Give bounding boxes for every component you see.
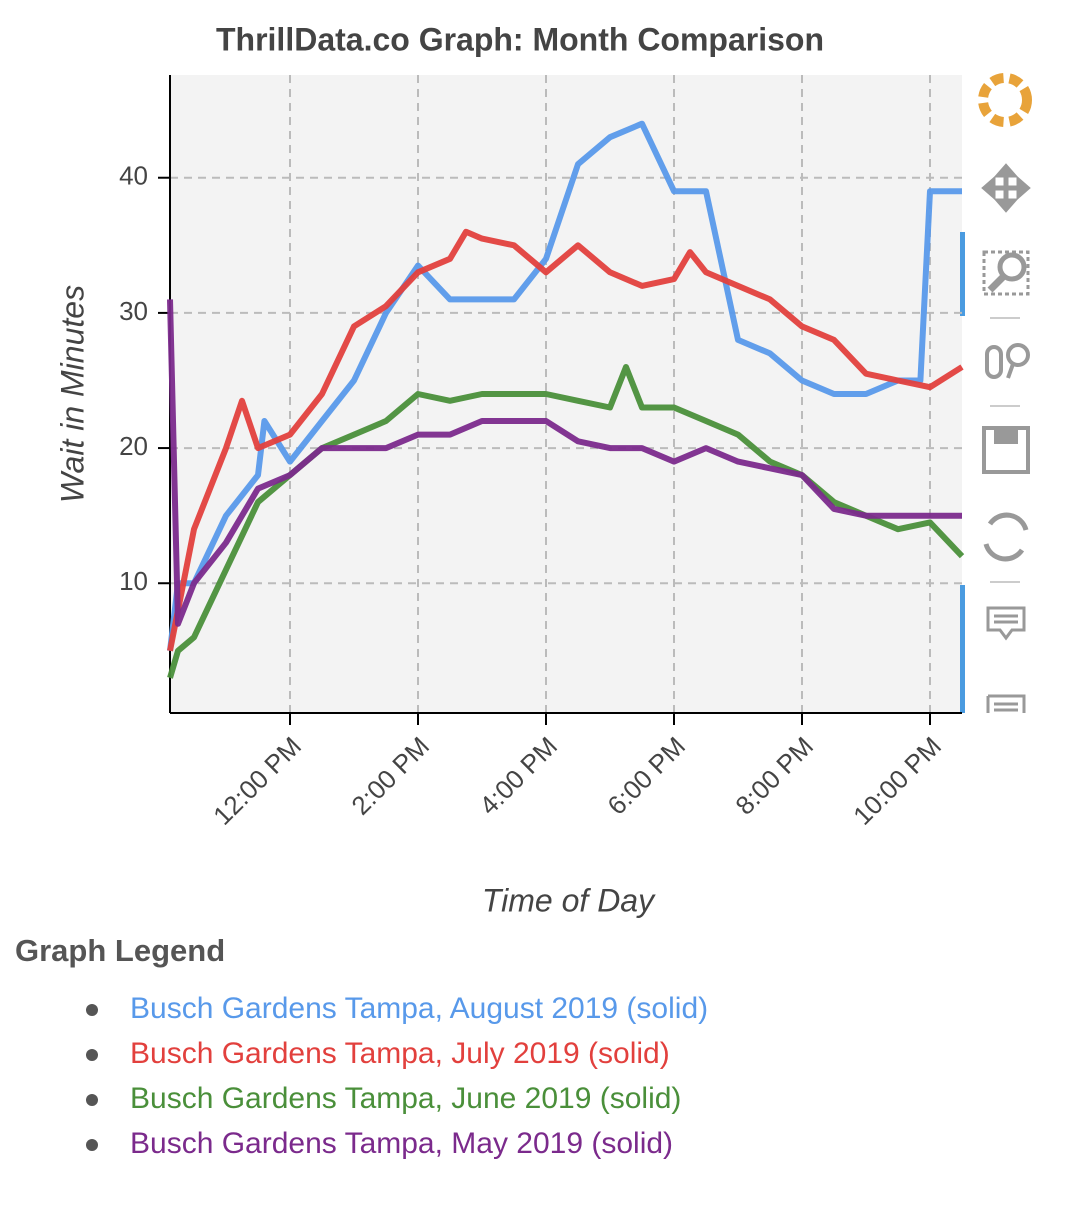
box-zoom-handle (987, 274, 1006, 293)
toolbar-indicator (960, 585, 965, 713)
y-tick-label: 20 (119, 431, 148, 461)
toolbar (960, 73, 1032, 713)
x-tick-label: 12:00 PM (207, 731, 307, 831)
x-tick-label: 8:00 PM (729, 731, 819, 821)
x-tick-label: 4:00 PM (473, 731, 563, 821)
save-tool[interactable] (982, 426, 1030, 474)
y-tick-label: 10 (119, 566, 148, 596)
box-zoom-tool[interactable] (982, 250, 1030, 296)
y-tick-label: 30 (119, 296, 148, 326)
y-tick-label: 40 (119, 161, 148, 191)
legend-item: Busch Gardens Tampa, May 2019 (solid) (130, 1127, 673, 1160)
legend-title: Graph Legend (15, 933, 225, 968)
legend-item: Busch Gardens Tampa, August 2019 (solid) (130, 992, 708, 1025)
legend-bullet (86, 1139, 98, 1151)
series-line (167, 299, 962, 627)
series-line (167, 228, 964, 652)
legend-bullet (86, 1094, 98, 1106)
logo (978, 73, 1032, 127)
box-zoom-lens (997, 252, 1027, 282)
toolbar-indicator (960, 232, 965, 316)
series-line (167, 120, 962, 652)
legend-bullet (86, 1049, 98, 1061)
legend-bullet (86, 1004, 98, 1016)
x-tick-label: 2:00 PM (345, 731, 435, 821)
hover-tool[interactable] (986, 606, 1026, 641)
hover-tool[interactable] (986, 694, 1026, 713)
pan-tool[interactable] (981, 163, 1031, 213)
reset-tool[interactable] (983, 512, 1029, 562)
wheel-zoom-handle (1006, 363, 1015, 379)
legend-item: Busch Gardens Tampa, July 2019 (solid) (130, 1037, 670, 1070)
wheel-zoom-lens (1006, 343, 1030, 367)
y-axis-label: Wait in Minutes (54, 285, 90, 503)
save-icon-part (994, 430, 1018, 444)
chart-title: ThrillData.co Graph: Month Comparison (216, 21, 824, 57)
legend-item: Busch Gardens Tampa, June 2019 (solid) (130, 1082, 681, 1115)
x-tick-label: 10:00 PM (847, 731, 947, 831)
x-tick-label: 6:00 PM (601, 731, 691, 821)
wheel-zoom-tool[interactable] (985, 345, 1003, 379)
x-axis-label: Time of Day (482, 882, 656, 918)
